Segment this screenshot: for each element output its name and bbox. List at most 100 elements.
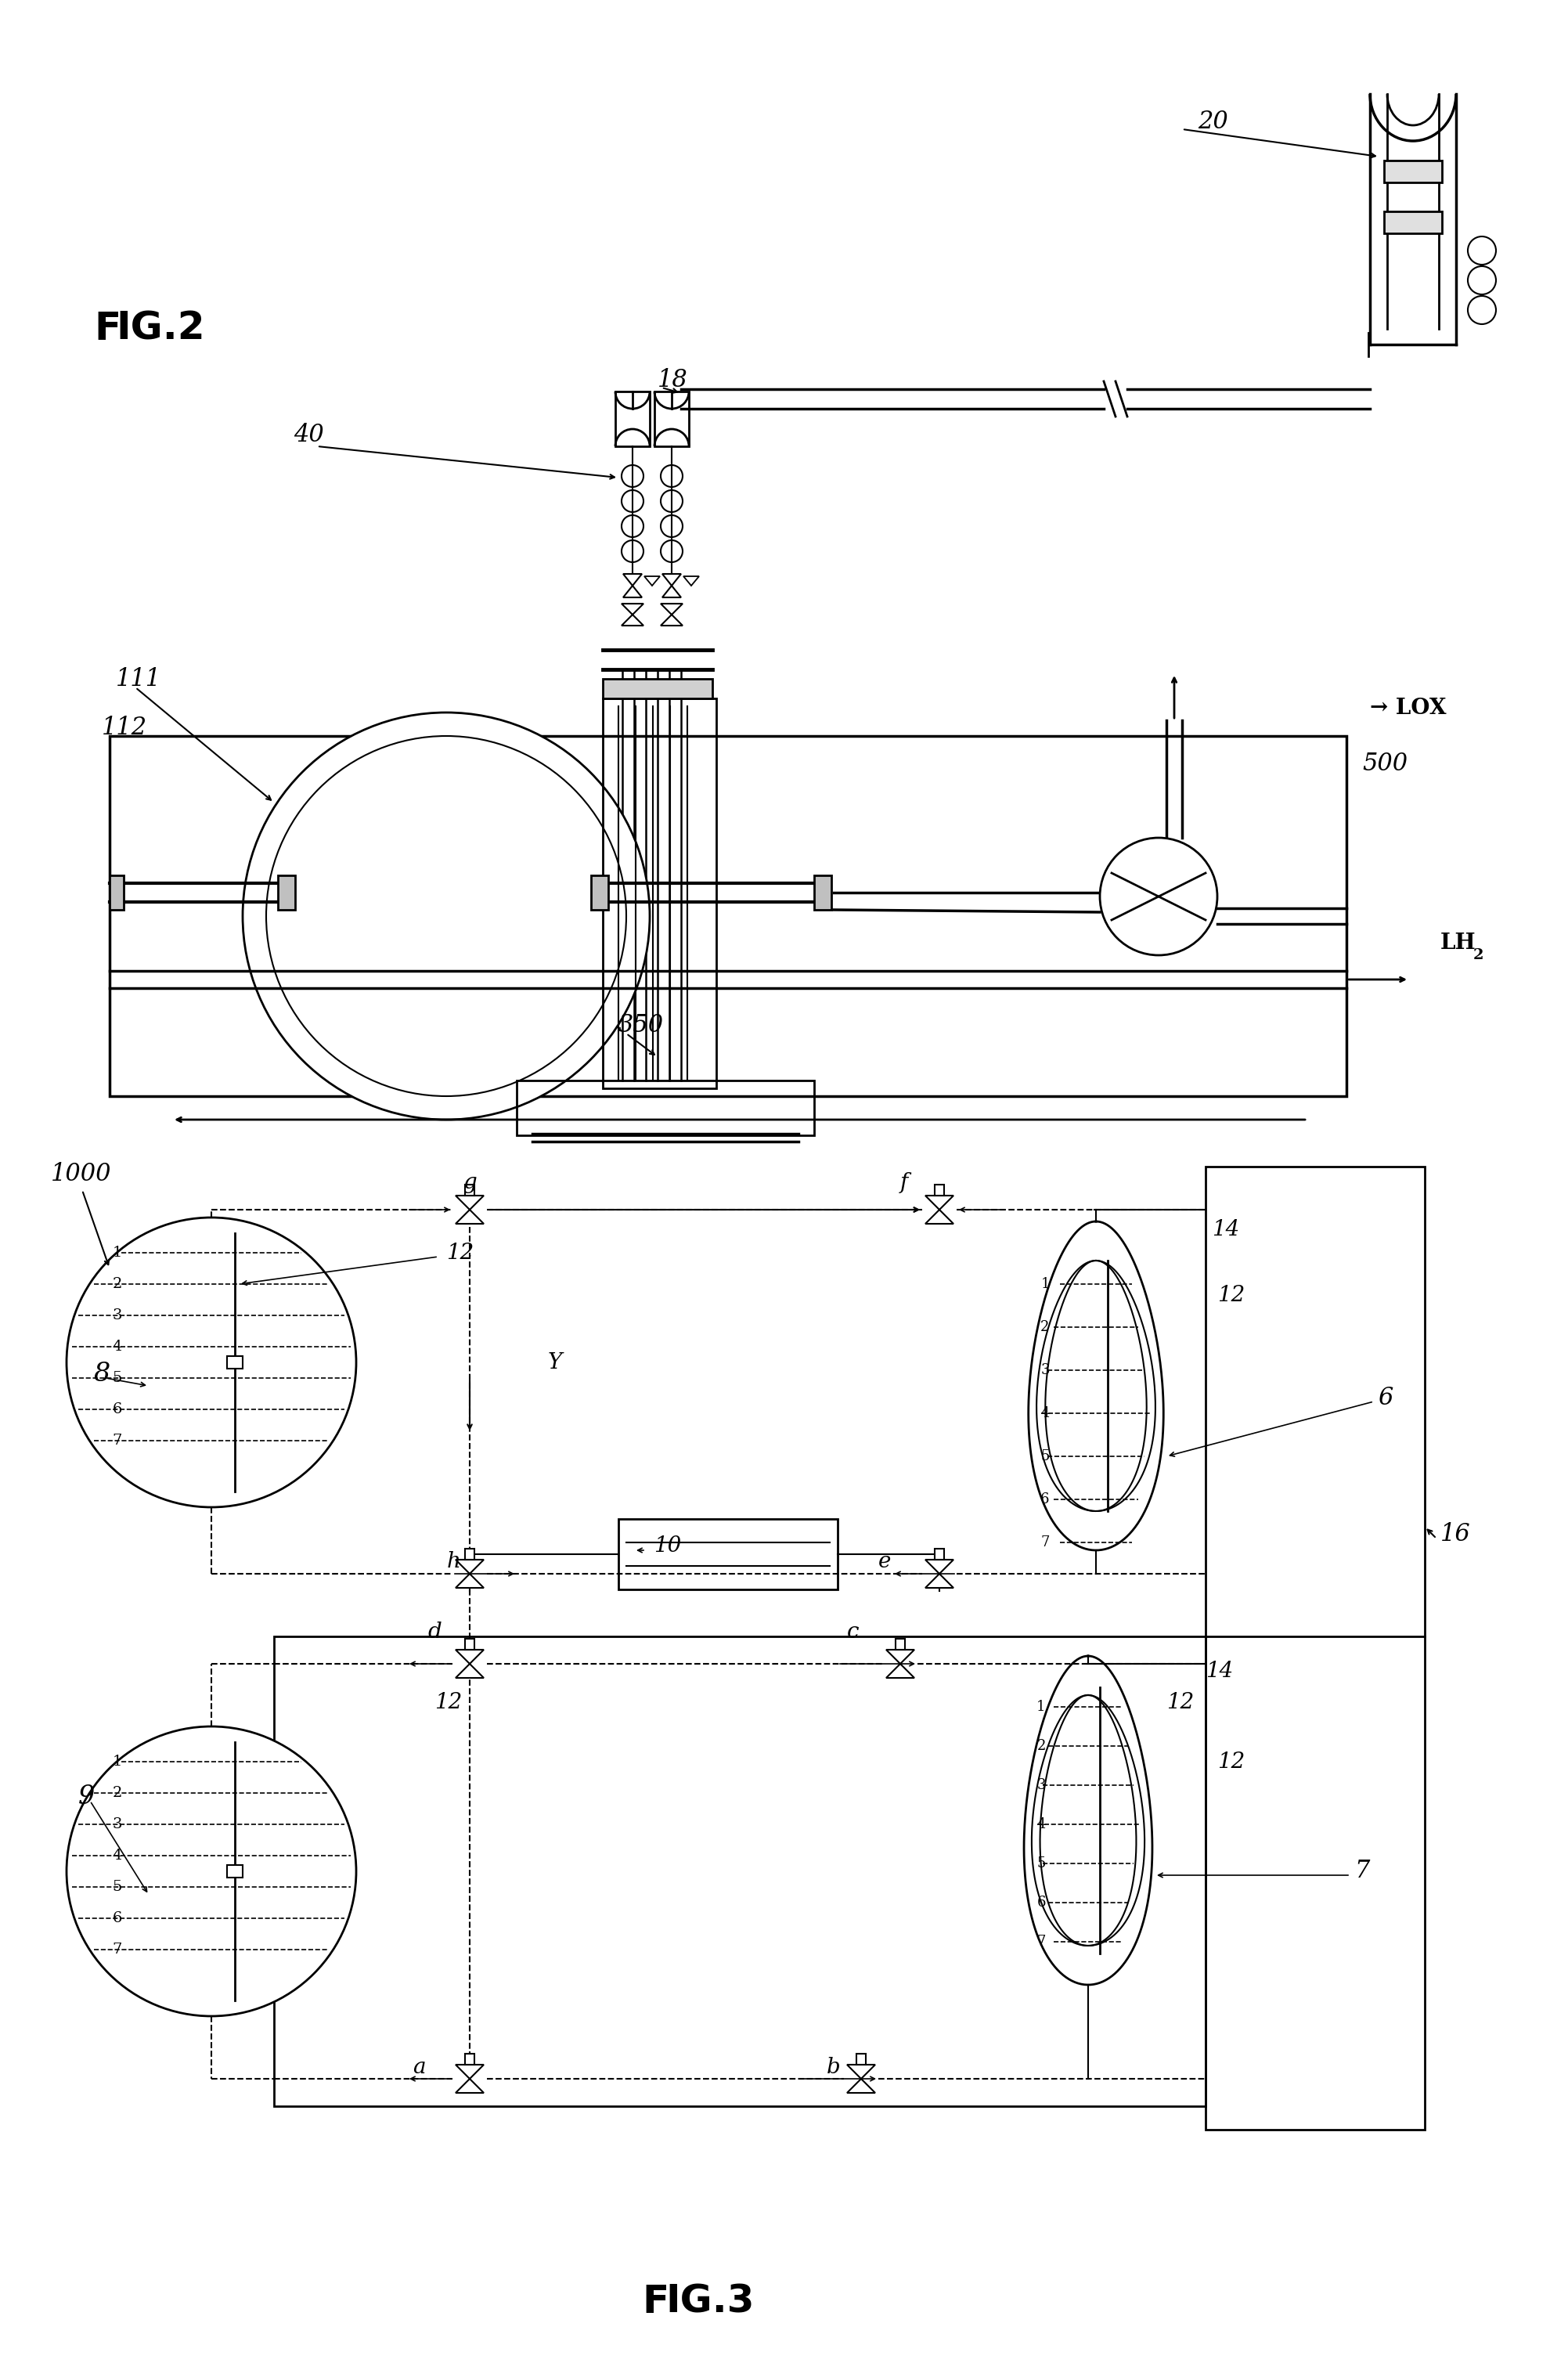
Polygon shape bbox=[886, 1649, 914, 1664]
Text: 112: 112 bbox=[102, 716, 147, 740]
Polygon shape bbox=[925, 1560, 953, 1574]
Polygon shape bbox=[456, 1574, 485, 1588]
Text: 3: 3 bbox=[113, 1817, 122, 1831]
Text: 6: 6 bbox=[1036, 1895, 1046, 1909]
Text: 12: 12 bbox=[1217, 1285, 1245, 1307]
Text: 3: 3 bbox=[1041, 1363, 1049, 1378]
Text: f: f bbox=[900, 1172, 908, 1193]
Text: 2: 2 bbox=[113, 1276, 122, 1290]
Text: h: h bbox=[447, 1552, 461, 1574]
Circle shape bbox=[66, 1217, 356, 1508]
Text: 500: 500 bbox=[1363, 751, 1408, 775]
Circle shape bbox=[660, 541, 682, 562]
Circle shape bbox=[267, 735, 626, 1096]
Polygon shape bbox=[684, 577, 699, 586]
Text: 20: 20 bbox=[1198, 109, 1228, 132]
Text: 6: 6 bbox=[1378, 1385, 1392, 1411]
Text: d: d bbox=[428, 1621, 442, 1642]
Text: 2: 2 bbox=[113, 1786, 122, 1801]
Text: 18: 18 bbox=[657, 369, 688, 392]
Polygon shape bbox=[456, 1649, 485, 1664]
Circle shape bbox=[621, 466, 643, 487]
Bar bbox=[856, 2053, 866, 2065]
Bar bbox=[466, 1184, 475, 1196]
Polygon shape bbox=[621, 614, 643, 626]
Text: 12: 12 bbox=[1167, 1692, 1193, 1713]
Polygon shape bbox=[662, 586, 681, 598]
Circle shape bbox=[66, 1727, 356, 2016]
Circle shape bbox=[1468, 267, 1496, 295]
Bar bbox=[615, 392, 649, 447]
Text: 9: 9 bbox=[78, 1784, 96, 1810]
Text: 4: 4 bbox=[1036, 1817, 1046, 1831]
Polygon shape bbox=[925, 1210, 953, 1224]
Text: 12: 12 bbox=[447, 1243, 474, 1264]
Bar bbox=[1206, 1167, 1425, 2129]
Text: a: a bbox=[412, 2056, 425, 2077]
Bar bbox=[935, 1184, 944, 1196]
Text: 2: 2 bbox=[1474, 948, 1483, 962]
Bar bbox=[602, 699, 717, 1089]
Bar bbox=[935, 1548, 944, 1560]
Text: 14: 14 bbox=[1212, 1219, 1239, 1241]
Bar bbox=[618, 1519, 837, 1590]
Text: 1000: 1000 bbox=[50, 1163, 111, 1186]
Circle shape bbox=[1468, 295, 1496, 324]
Text: 8: 8 bbox=[94, 1361, 111, 1387]
Bar bbox=[654, 392, 688, 447]
Text: b: b bbox=[826, 2056, 840, 2077]
Circle shape bbox=[660, 489, 682, 513]
Polygon shape bbox=[644, 577, 660, 586]
Text: g: g bbox=[463, 1172, 477, 1193]
Bar bbox=[466, 1640, 475, 1649]
Text: 40: 40 bbox=[293, 423, 325, 447]
Circle shape bbox=[621, 489, 643, 513]
Circle shape bbox=[660, 466, 682, 487]
Bar bbox=[602, 678, 712, 699]
Circle shape bbox=[1099, 839, 1217, 955]
Circle shape bbox=[621, 515, 643, 536]
Text: c: c bbox=[847, 1621, 859, 1642]
Text: 5: 5 bbox=[113, 1881, 122, 1895]
Bar bbox=[227, 1864, 243, 1879]
Text: 1: 1 bbox=[1036, 1699, 1046, 1713]
Text: 5: 5 bbox=[1036, 1857, 1046, 1871]
Polygon shape bbox=[456, 2079, 485, 2094]
Polygon shape bbox=[662, 574, 681, 586]
Bar bbox=[517, 1080, 814, 1134]
Text: 7: 7 bbox=[1041, 1536, 1049, 1550]
Text: F: F bbox=[94, 310, 121, 347]
Circle shape bbox=[1468, 236, 1496, 265]
Text: 6: 6 bbox=[113, 1401, 122, 1415]
Bar bbox=[466, 1548, 475, 1560]
Polygon shape bbox=[660, 603, 682, 614]
Text: 350: 350 bbox=[618, 1014, 663, 1037]
Bar bbox=[110, 874, 124, 910]
Text: 4: 4 bbox=[1041, 1406, 1049, 1420]
Text: 6: 6 bbox=[113, 1912, 122, 1926]
Polygon shape bbox=[660, 614, 682, 626]
Text: F: F bbox=[641, 2283, 668, 2320]
Text: 1: 1 bbox=[113, 1245, 122, 1259]
Polygon shape bbox=[456, 2065, 485, 2079]
Polygon shape bbox=[456, 1664, 485, 1678]
Polygon shape bbox=[622, 586, 641, 598]
Text: 2: 2 bbox=[1036, 1739, 1046, 1753]
Text: 12: 12 bbox=[434, 1692, 463, 1713]
Text: 111: 111 bbox=[116, 666, 162, 692]
Text: 7: 7 bbox=[1355, 1860, 1369, 1883]
Text: 5: 5 bbox=[113, 1371, 122, 1385]
Text: IG.3: IG.3 bbox=[665, 2283, 754, 2320]
Text: 2: 2 bbox=[1041, 1321, 1049, 1335]
Bar bbox=[1385, 161, 1443, 182]
Text: 1: 1 bbox=[1041, 1276, 1049, 1290]
Text: 3: 3 bbox=[113, 1309, 122, 1323]
Polygon shape bbox=[621, 603, 643, 614]
Text: 10: 10 bbox=[654, 1536, 681, 1557]
Text: 7: 7 bbox=[113, 1942, 122, 1957]
Bar bbox=[110, 735, 1347, 1096]
Text: 1: 1 bbox=[113, 1756, 122, 1770]
Circle shape bbox=[660, 515, 682, 536]
Polygon shape bbox=[847, 2079, 875, 2094]
Polygon shape bbox=[456, 1196, 485, 1210]
